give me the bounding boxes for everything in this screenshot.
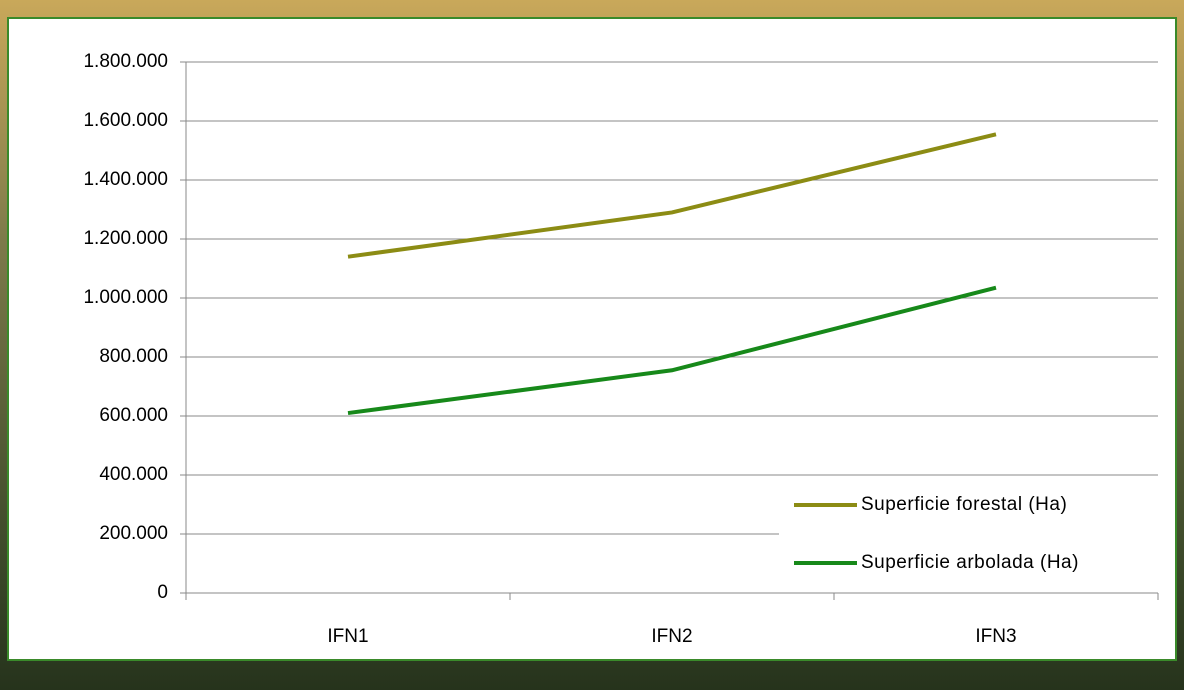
y-tick-label: 1.200.000 <box>83 228 168 249</box>
legend-label: Superficie arbolada (Ha) <box>861 552 1079 573</box>
x-tick-label: IFN2 <box>651 626 692 647</box>
y-tick-label: 200.000 <box>99 523 168 544</box>
y-tick-label: 1.800.000 <box>83 51 168 72</box>
legend-label: Superficie forestal (Ha) <box>861 494 1067 515</box>
y-tick-label: 800.000 <box>99 346 168 367</box>
series-line <box>347 285 997 416</box>
x-tick-label: IFN3 <box>975 626 1016 647</box>
y-tick-label: 1.000.000 <box>83 287 168 308</box>
x-tick-label: IFN1 <box>327 626 368 647</box>
y-tick-label: 1.400.000 <box>83 169 168 190</box>
y-tick-label: 1.600.000 <box>83 110 168 131</box>
y-tick-label: 0 <box>157 582 168 603</box>
series-line <box>347 132 997 259</box>
y-tick-label: 600.000 <box>99 405 168 426</box>
y-tick-label: 400.000 <box>99 464 168 485</box>
